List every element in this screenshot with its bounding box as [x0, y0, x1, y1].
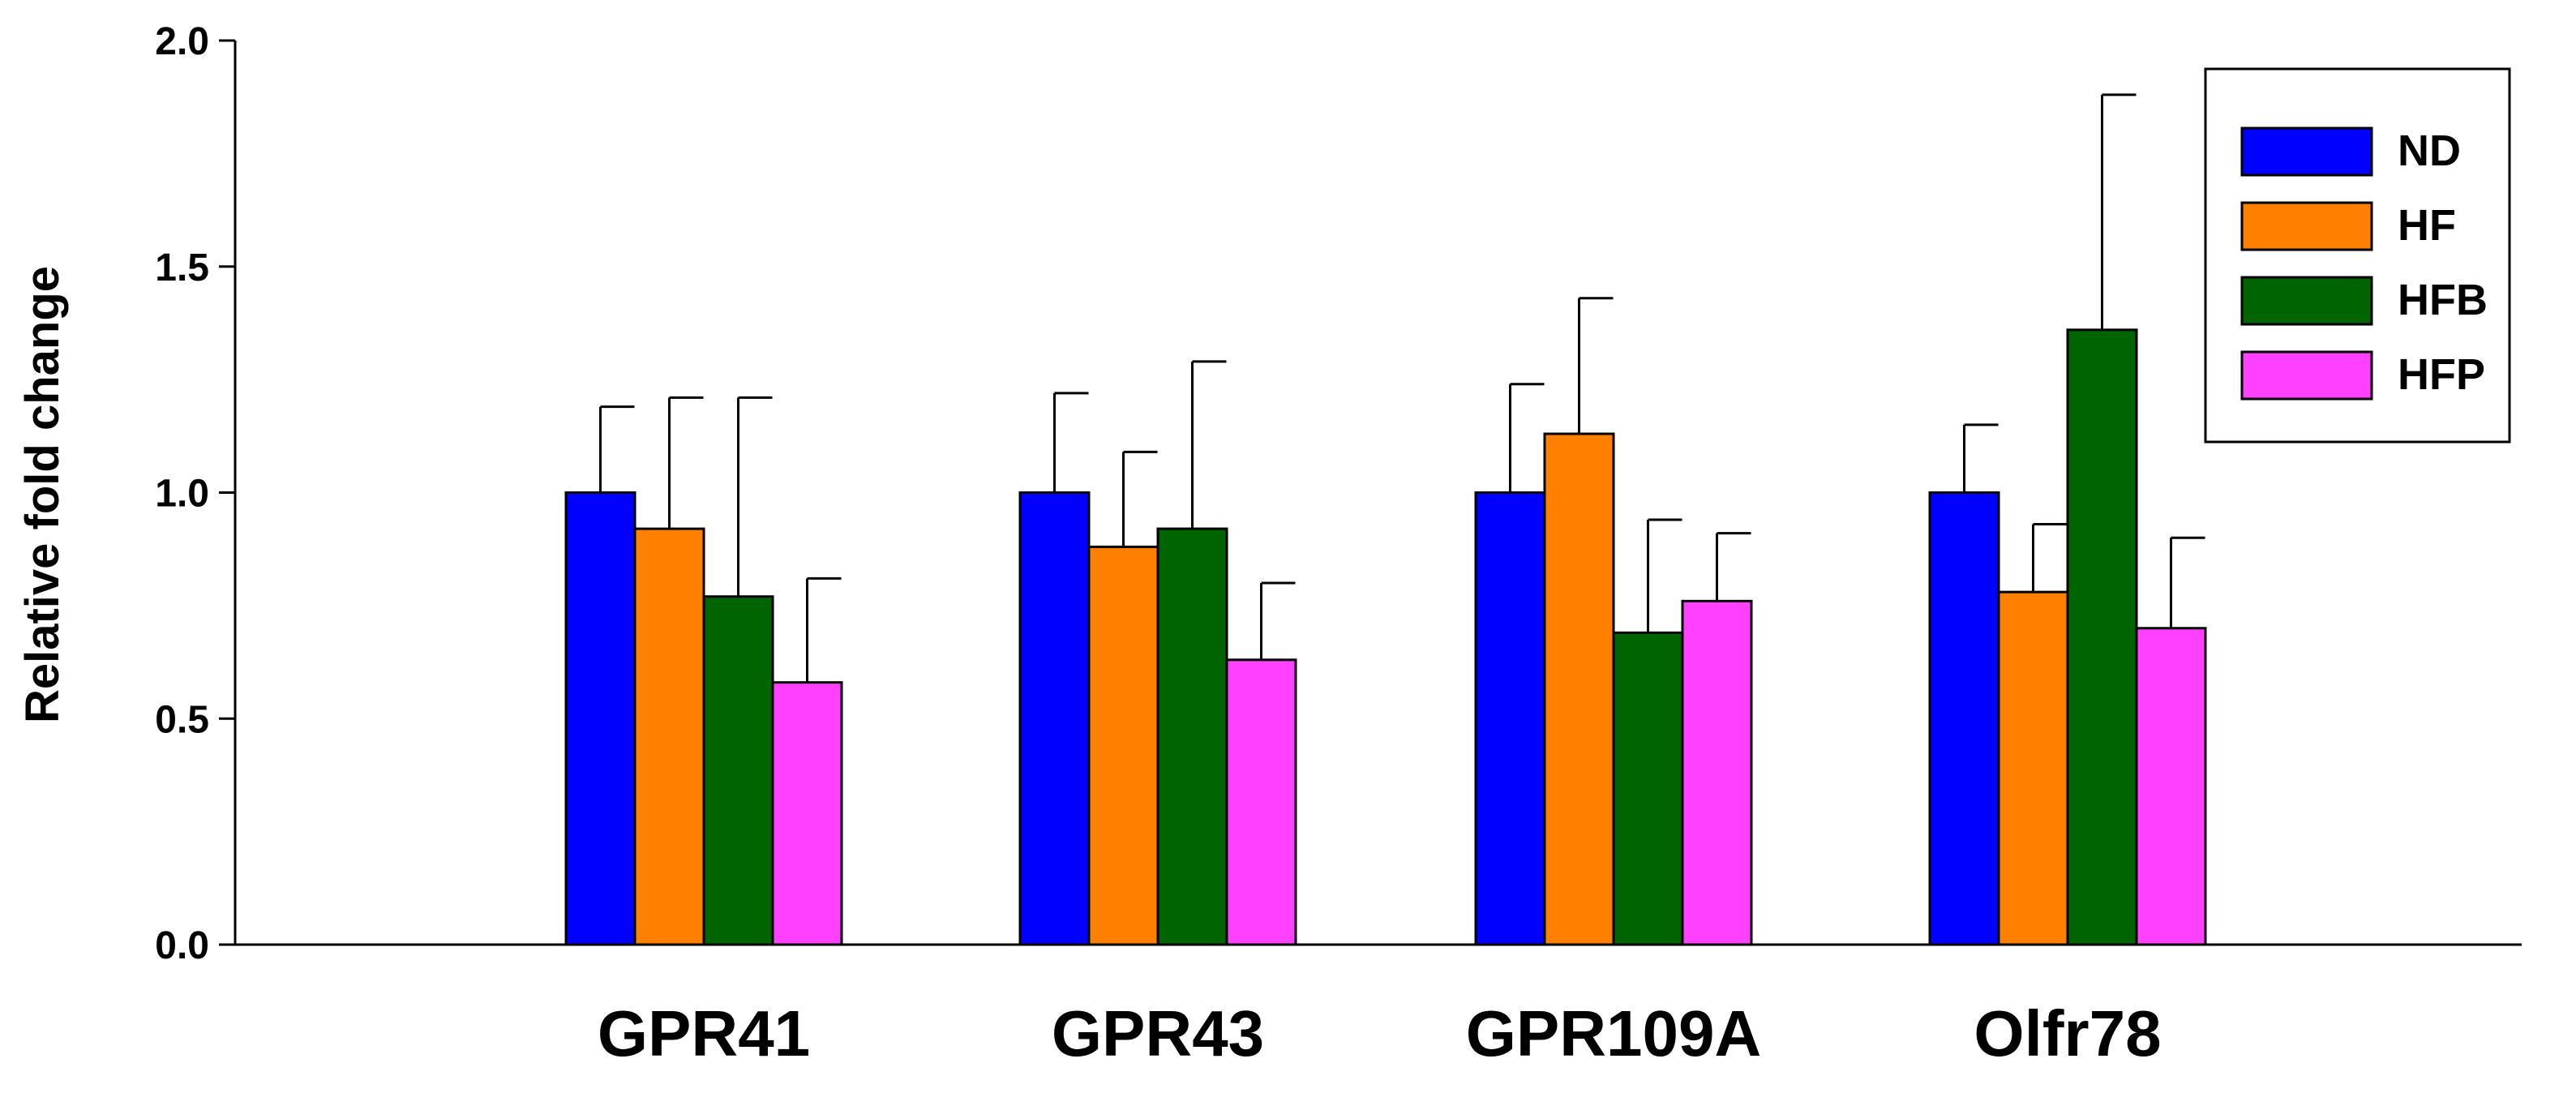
legend-swatch-hf — [2240, 201, 2373, 251]
legend-swatch-hfb — [2240, 276, 2373, 326]
legend-label-hfp: HFP — [2398, 350, 2485, 399]
y-tick-label: 2.0 — [155, 20, 209, 63]
bar-hf-gpr41 — [633, 527, 705, 946]
bar-hfp-gpr109a — [1681, 599, 1753, 946]
legend-swatch-nd — [2240, 126, 2373, 177]
y-tick-label: 1.5 — [155, 246, 209, 289]
x-category-label: GPR43 — [1052, 997, 1264, 1069]
bars: GPR41 GPR43 GPR109A Olfr78 — [564, 93, 2207, 1069]
x-category-label: GPR109A — [1466, 997, 1762, 1069]
x-category-label: Olfr78 — [1974, 997, 2161, 1069]
bar-hfp-gpr41 — [771, 681, 843, 946]
bar-nd-gpr43 — [1018, 491, 1091, 946]
legend: ND HF HFB HFP — [2204, 67, 2511, 444]
bar-hfb-gpr41 — [702, 595, 774, 946]
bar-hf-gpr109a — [1543, 432, 1615, 946]
y-axis-label: Relative fold change — [16, 266, 69, 723]
bar-nd-gpr109a — [1474, 491, 1546, 946]
legend-swatch-hfp — [2240, 350, 2373, 401]
bar-hfb-olfr78 — [2066, 328, 2138, 946]
bar-hfb-gpr43 — [1156, 527, 1228, 946]
y-tick-label: 1.0 — [155, 473, 209, 516]
bar-hf-gpr43 — [1087, 545, 1159, 946]
bar-nd-olfr78 — [1928, 491, 2000, 946]
y-tick-label: 0.0 — [155, 924, 209, 967]
x-category-label: GPR41 — [598, 997, 810, 1069]
bar-hfb-gpr109a — [1612, 631, 1684, 946]
bar-nd-gpr41 — [564, 491, 636, 946]
legend-label-hf: HF — [2398, 201, 2456, 250]
bar-hf-olfr78 — [1997, 590, 2069, 946]
legend-label-hfb: HFB — [2398, 276, 2488, 324]
bar-hfp-olfr78 — [2135, 627, 2207, 946]
legend-label-nd: ND — [2398, 126, 2461, 175]
y-tick-label: 0.5 — [155, 698, 209, 741]
bar-hfp-gpr43 — [1225, 658, 1297, 946]
